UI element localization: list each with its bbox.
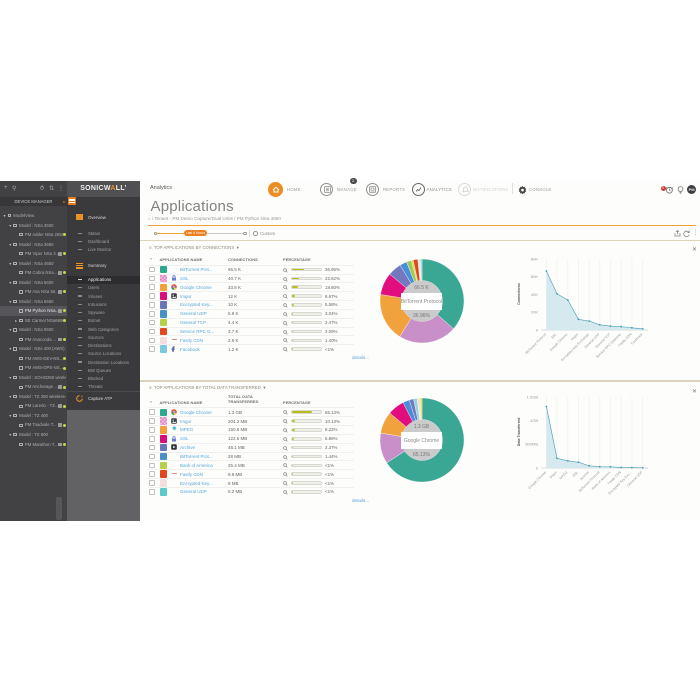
svg-text:80K: 80K (531, 256, 538, 261)
svg-text:MPEG: MPEG (559, 470, 569, 480)
svg-text:Imgur: Imgur (570, 332, 580, 342)
svg-text:Facebook: Facebook (630, 332, 644, 346)
svg-text:Google Chrome: Google Chrome (527, 470, 547, 490)
svg-text:0: 0 (536, 327, 539, 332)
svg-text:1.5GB: 1.5GB (527, 394, 539, 399)
svg-text:60K: 60K (531, 274, 538, 279)
svg-text:BitTorrent Protocol: BitTorrent Protocol (525, 332, 548, 355)
svg-text:40K: 40K (531, 292, 538, 297)
svg-text:20K: 20K (531, 310, 538, 315)
svg-text:500MB: 500MB (525, 442, 538, 447)
svg-text:SSL: SSL (550, 332, 557, 339)
svg-text:SSL: SSL (572, 470, 579, 477)
svg-text:Connections: Connections (517, 283, 521, 305)
svg-text:Imgur: Imgur (549, 470, 559, 480)
svg-text:Archive: Archive (579, 470, 590, 481)
svg-text:Data Transferred: Data Transferred (517, 418, 521, 447)
svg-text:0: 0 (536, 465, 539, 470)
svg-text:1GB: 1GB (530, 418, 538, 423)
